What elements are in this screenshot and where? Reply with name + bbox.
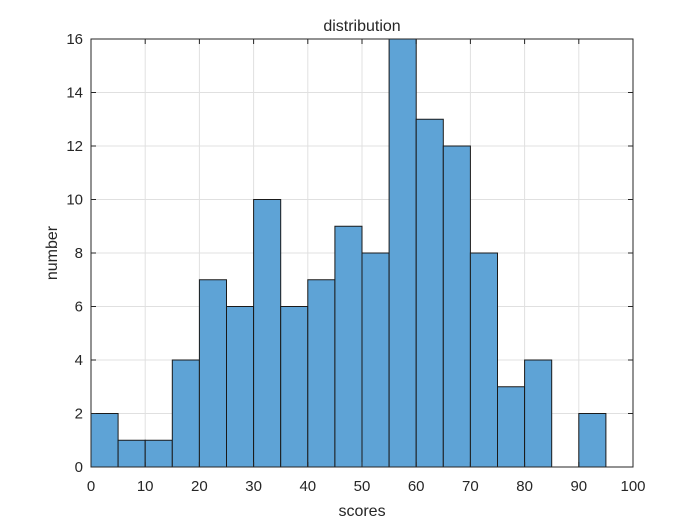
y-tick-label: 6 xyxy=(75,299,83,316)
histogram-bar xyxy=(497,386,526,468)
histogram-bar xyxy=(415,118,444,468)
histogram-bar xyxy=(442,145,471,468)
x-tick-label: 20 xyxy=(191,478,208,495)
y-tick-label: 14 xyxy=(66,85,83,102)
histogram-bar xyxy=(388,38,417,468)
chart-title: distribution xyxy=(323,18,400,35)
histogram-bar xyxy=(361,252,390,468)
y-tick-label: 4 xyxy=(75,352,83,369)
ticks: 0 10 20 30 40 50 60 70 80 90 100 0 2 4 6 8 10 12 14 16 xyxy=(66,31,645,495)
x-tick-label: 50 xyxy=(354,478,371,495)
x-tick-label: 90 xyxy=(570,478,587,495)
histogram-bar xyxy=(524,359,553,468)
histogram-bar xyxy=(144,439,173,468)
histogram-bar xyxy=(171,359,200,468)
y-tick-label: 0 xyxy=(75,459,83,476)
x-tick-label: 100 xyxy=(620,478,645,495)
histogram-bar xyxy=(226,306,255,468)
x-tick-label: 80 xyxy=(516,478,533,495)
x-tick-label: 60 xyxy=(408,478,425,495)
bars xyxy=(90,38,607,468)
y-tick-label: 12 xyxy=(66,138,83,155)
histogram-bar xyxy=(117,439,146,468)
x-tick-label: 40 xyxy=(299,478,316,495)
x-tick-label: 10 xyxy=(137,478,154,495)
histogram-bar xyxy=(469,252,498,468)
histogram-bar xyxy=(280,306,309,468)
y-axis-label: number xyxy=(44,225,61,280)
histogram-bar xyxy=(90,413,119,468)
x-tick-label: 0 xyxy=(87,478,95,495)
histogram-bar xyxy=(253,199,282,468)
y-tick-label: 16 xyxy=(66,31,83,48)
y-tick-label: 8 xyxy=(75,245,83,262)
x-tick-label: 70 xyxy=(462,478,479,495)
y-tick-label: 10 xyxy=(66,192,83,209)
x-axis-label: scores xyxy=(338,503,385,520)
histogram-bar xyxy=(334,225,363,468)
y-tick-label: 2 xyxy=(75,406,83,423)
histogram-bar xyxy=(307,279,336,468)
x-tick-label: 30 xyxy=(245,478,262,495)
histogram-bar xyxy=(198,279,227,468)
histogram-bar xyxy=(578,413,607,468)
